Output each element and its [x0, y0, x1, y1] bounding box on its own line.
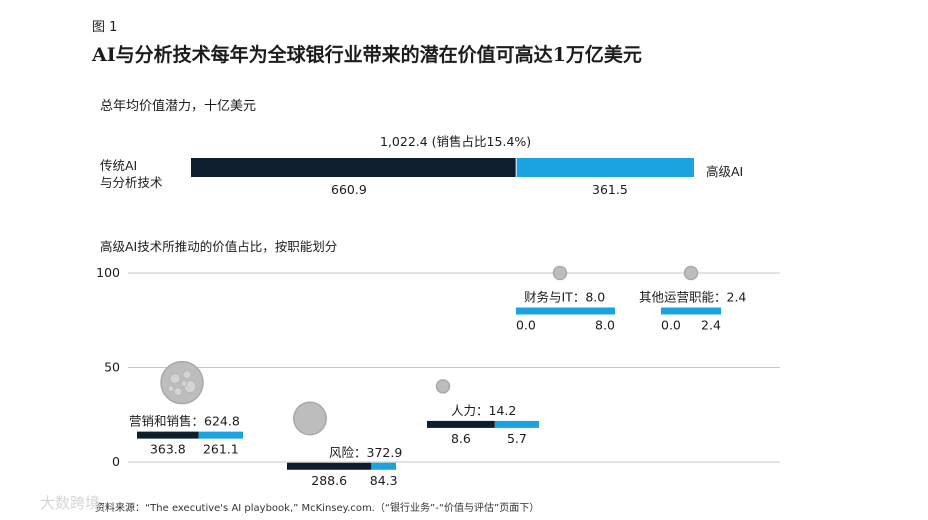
function-bar-advanced [661, 307, 721, 315]
source-note: 资料来源：“The executive's AI playbook,” McKi… [95, 503, 540, 514]
function-advanced-value: 5.7 [507, 431, 527, 446]
bubble-texture-dot [173, 387, 183, 397]
top-chart-subtitle: 总年均价值潜力，十亿美元 [100, 99, 257, 114]
function-total-label: 营销和销售：624.8 [129, 414, 240, 429]
watermark: 大数跨境 [40, 494, 101, 512]
function-bar-advanced [516, 307, 615, 315]
function-bar-traditional [287, 462, 372, 470]
function-advanced-value: 261.1 [203, 442, 239, 457]
function-bar-advanced [371, 462, 396, 470]
bubble-2 [293, 401, 327, 436]
bubble-texture-dot [169, 373, 181, 385]
function-traditional-value: 0.0 [516, 318, 536, 333]
y-tick-label: 0 [112, 454, 120, 469]
bubble-4 [552, 265, 568, 281]
bubble-5 [683, 265, 699, 281]
function-total-label: 财务与IT：8.0 [524, 290, 605, 305]
bubble-texture-dot [167, 385, 175, 393]
traditional-ai-label-line2: 与分析技术 [100, 175, 163, 190]
y-tick-label: 50 [104, 360, 120, 375]
traditional-ai-label-line1: 传统AI [100, 158, 138, 173]
function-total-label: 其他运营职能：2.4 [639, 290, 746, 305]
chart-title: AI与分析技术每年为全球银行业带来的潜在价值可高达1万亿美元 [92, 44, 642, 66]
function-traditional-value: 288.6 [311, 473, 347, 488]
function-total-label: 风险：372.9 [329, 445, 402, 460]
bottom-chart-subtitle: 高级AI技术所推动的价值占比，按职能划分 [100, 239, 338, 254]
figure-label: 图 1 [92, 20, 118, 35]
function-bar-advanced [198, 431, 243, 439]
function-total-label: 人力：14.2 [451, 403, 516, 418]
function-traditional-value: 0.0 [661, 318, 681, 333]
advanced-ai-label: 高级AI [706, 164, 744, 179]
traditional-value-label: 660.9 [331, 182, 367, 197]
bubble-texture-dot [180, 380, 188, 388]
total-value-label: 1,022.4 (销售占比15.4%) [380, 134, 532, 149]
bubble-3 [435, 379, 451, 394]
function-advanced-value: 2.4 [701, 318, 721, 333]
function-bar-traditional [427, 420, 495, 428]
function-advanced-value: 84.3 [370, 473, 398, 488]
function-traditional-value: 363.8 [150, 442, 186, 457]
bubble-texture-dot [182, 370, 192, 380]
bar-traditional-ai [191, 158, 517, 177]
function-bar-advanced [494, 420, 539, 428]
advanced-value-label: 361.5 [592, 182, 628, 197]
function-bar-traditional [137, 431, 199, 439]
y-tick-label: 100 [96, 265, 120, 280]
bar-advanced-ai [516, 158, 694, 177]
function-traditional-value: 8.6 [451, 431, 471, 446]
function-advanced-value: 8.0 [595, 318, 615, 333]
